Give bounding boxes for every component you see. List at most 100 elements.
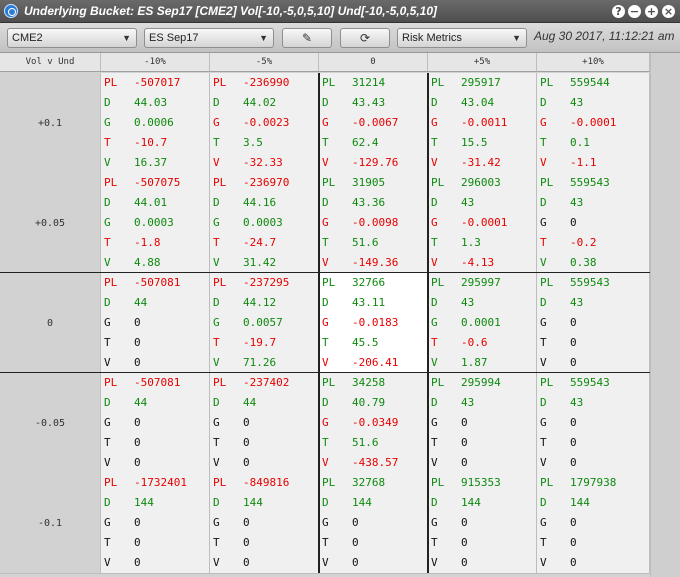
metric-value: 144 [352,496,372,509]
row-label[interactable]: +0.1 [0,73,101,173]
metric-key: T [322,436,329,449]
metric-cell[interactable]: PL 34258 D 40.79 G -0.0349 T 51.6 V -438.57 [319,373,428,473]
metric-cell[interactable]: PL -849816 D 144 G 0 T 0 V 0 [210,473,319,573]
column-header[interactable]: +5% [428,53,537,72]
metric-cell[interactable]: PL 32768 D 144 G 0 T 0 V 0 [319,473,428,573]
metric-select[interactable]: Risk Metrics ▼ [397,28,527,48]
metric-value: 0 [461,416,468,429]
metric-cell[interactable]: PL 295994 D 43 G 0 T 0 V 0 [428,373,537,473]
column-header[interactable]: 0 [319,53,428,72]
metric-cell[interactable]: PL 1797938 D 144 G 0 T 0 V 0 [537,473,650,573]
metric-cell[interactable]: PL 559543 D 43 G 0 T 0 V 0 [537,373,650,473]
metric-line-pl: PL 295917 [431,73,535,93]
minimize-icon[interactable]: − [628,5,641,18]
metric-value: 0 [243,516,250,529]
metric-key: V [540,456,547,469]
metric-cell[interactable]: PL 32766 D 43.11 G -0.0183 T 45.5 V -206.41 [319,273,428,373]
column-header[interactable]: -5% [210,53,319,72]
app-icon[interactable] [4,4,18,18]
window-title: Underlying Bucket: ES Sep17 [CME2] Vol[-… [24,4,438,18]
metric-cell[interactable]: PL -507081 D 44 G 0 T 0 V 0 [101,273,210,373]
metric-cell[interactable]: PL -237295 D 44.12 G 0.0057 T -19.7 V 71.26 [210,273,319,373]
metric-line-pl: PL 559543 [540,273,644,293]
metric-key: D [104,296,111,309]
metric-cell[interactable]: PL -236970 D 44.16 G 0.0003 T -24.7 V 31.42 [210,173,319,273]
metric-line-pl: PL 296003 [431,173,535,193]
metric-key: D [322,96,329,109]
metric-cell[interactable]: PL 31905 D 43.36 G -0.0098 T 51.6 V -149.36 [319,173,428,273]
scrollbar[interactable] [650,53,680,577]
metric-value: 31905 [352,176,386,189]
help-icon[interactable]: ? [612,5,625,18]
add-icon[interactable]: + [645,5,658,18]
exchange-select[interactable]: CME2 ▼ [7,28,137,48]
metric-cell[interactable]: PL -507081 D 44 G 0 T 0 V 0 [101,373,210,473]
metric-value: 0 [352,516,359,529]
metric-key: PL [540,76,554,89]
metric-line-t: T 45.5 [322,333,426,353]
metric-value: 0.0001 [461,316,501,329]
metric-key: V [104,456,111,469]
row-label[interactable]: 0 [0,273,101,373]
metric-value: -0.0067 [352,116,399,129]
column-header[interactable]: +10% [537,53,650,72]
metric-value: -0.2 [570,236,597,249]
metric-cell[interactable]: PL 296003 D 43 G -0.0001 T 1.3 V -4.13 [428,173,537,273]
row-label[interactable]: -0.1 [0,473,101,573]
metric-line-v: V -438.57 [322,453,426,473]
metric-value: 44.01 [134,196,168,209]
metric-cell[interactable]: PL 915353 D 144 G 0 T 0 V 0 [428,473,537,573]
metric-cell[interactable]: PL 295997 D 43 G 0.0001 T -0.6 V 1.87 [428,273,537,373]
metric-value: 0.0003 [243,216,283,229]
column-header[interactable]: -10% [101,53,210,72]
metric-line-d: D 40.79 [322,393,426,413]
metric-value: -206.41 [352,356,399,369]
metric-cell[interactable]: PL -236990 D 44.02 G -0.0023 T 3.5 V -32.33 [210,73,319,173]
metric-line-g: G 0.0003 [104,213,208,233]
metric-cell[interactable]: PL -237402 D 44 G 0 T 0 V 0 [210,373,319,473]
metric-cell[interactable]: PL 559543 D 43 G 0 T 0 V 0 [537,273,650,373]
refresh-button[interactable]: ⟳ [340,28,390,48]
metric-value: 3.5 [243,136,263,149]
metric-line-d: D 43 [540,293,644,313]
metric-line-pl: PL 559544 [540,73,644,93]
metric-line-d: D 43.04 [431,93,535,113]
metric-line-d: D 144 [104,493,208,513]
close-icon[interactable]: × [662,5,675,18]
metric-cell[interactable]: PL 295917 D 43.04 G -0.0011 T 15.5 V -31.42 [428,73,537,173]
metric-cell[interactable]: PL 559543 D 43 G 0 T -0.2 V 0.38 [537,173,650,273]
metric-key: V [104,356,111,369]
metric-cell[interactable]: PL 31214 D 43.43 G -0.0067 T 62.4 V -129.76 [319,73,428,173]
metric-key: V [104,256,111,269]
contract-select[interactable]: ES Sep17 ▼ [144,28,274,48]
metric-key: PL [104,176,118,189]
metric-line-d: D 44.02 [213,93,317,113]
metric-line-t: T 15.5 [431,133,535,153]
metric-value: 0 [134,436,141,449]
metric-line-d: D 43 [431,293,535,313]
metric-key: PL [322,476,336,489]
row-label[interactable]: +0.05 [0,173,101,273]
metric-cell[interactable]: PL -507017 D 44.03 G 0.0006 T -10.7 V 16.37 [101,73,210,173]
metric-line-pl: PL -849816 [213,473,317,493]
metric-cell[interactable]: PL -507075 D 44.01 G 0.0003 T -1.8 V 4.88 [101,173,210,273]
metric-line-d: D 43 [540,193,644,213]
edit-button[interactable]: ✎ [282,28,332,48]
metric-key: D [431,296,438,309]
metric-line-pl: PL -237295 [213,273,317,293]
metric-value: 0 [134,416,141,429]
metric-key: T [104,136,111,149]
metric-cell[interactable]: PL -1732401 D 144 G 0 T 0 V 0 [101,473,210,573]
metric-value: -507081 [134,376,181,389]
row-label[interactable]: -0.05 [0,373,101,473]
metric-cell[interactable]: PL 559544 D 43 G -0.0001 T 0.1 V -1.1 [537,73,650,173]
metric-value: 0 [134,516,141,529]
metric-line-v: V 31.42 [213,253,317,273]
metric-line-t: T 51.6 [322,433,426,453]
